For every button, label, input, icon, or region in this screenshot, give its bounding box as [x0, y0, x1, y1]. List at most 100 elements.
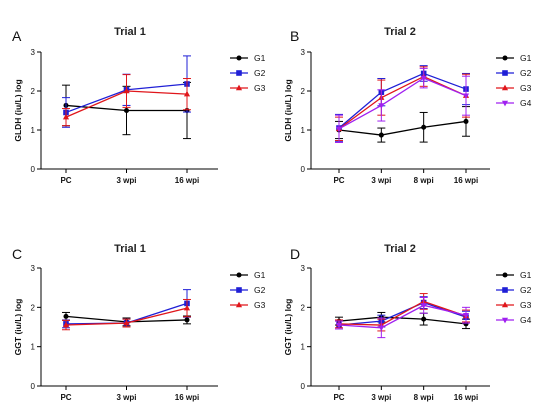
- series-line: [338, 316, 467, 325]
- y-tick-label: 1: [301, 126, 306, 135]
- marker-circle: [502, 55, 508, 61]
- legend-label: G2: [520, 285, 532, 295]
- series-line: [338, 75, 467, 130]
- x-tick-label: 3 wpi: [116, 393, 136, 402]
- legend-label: G1: [520, 53, 532, 63]
- marker-triangle: [62, 113, 70, 120]
- marker-triangle: [183, 90, 191, 97]
- marker-square: [502, 287, 508, 293]
- chart-panel-C: C Trial 1 0 1 2 3 PC 3 wpi 16 wpi GGT (iu/L) log G…: [12, 243, 266, 402]
- panel-letter: D: [290, 246, 300, 262]
- legend-item-G2: G2: [496, 68, 532, 78]
- marker-triangle-down: [462, 93, 470, 100]
- series-G3: [62, 298, 191, 331]
- legend-label: G3: [254, 300, 266, 310]
- marker-circle: [236, 272, 242, 278]
- marker-triangle: [123, 319, 130, 326]
- legend-label: G1: [254, 53, 266, 63]
- marker-circle: [184, 317, 190, 323]
- x-tick-label: 8 wpi: [414, 176, 434, 185]
- marker-circle: [236, 55, 242, 61]
- marker-square: [236, 70, 242, 76]
- y-tick-label: 2: [31, 87, 36, 96]
- marker-triangle: [183, 304, 191, 311]
- legend-label: G1: [254, 270, 266, 280]
- x-tick-label: 3 wpi: [371, 393, 391, 402]
- series-line: [338, 304, 467, 329]
- y-tick-label: 0: [301, 165, 306, 174]
- series-G2: [335, 65, 470, 143]
- y-tick-label: 1: [31, 126, 36, 135]
- legend-label: G3: [520, 300, 532, 310]
- y-tick-label: 0: [31, 382, 36, 391]
- x-tick-label: PC: [60, 393, 71, 402]
- marker-triangle-down: [335, 126, 343, 133]
- panel-letter: A: [12, 28, 22, 44]
- marker-triangle-down: [420, 303, 427, 309]
- legend-item-G1: G1: [496, 270, 532, 280]
- legend-item-G3: G3: [230, 300, 266, 310]
- panel-letter: C: [12, 246, 22, 262]
- legend-item-G4: G4: [496, 98, 532, 108]
- x-tick-label: PC: [60, 176, 71, 185]
- x-tick-label: 16 wpi: [175, 176, 199, 185]
- y-tick-label: 3: [301, 48, 306, 57]
- legend-item-G1: G1: [230, 53, 266, 63]
- y-tick-label: 1: [31, 343, 36, 352]
- y-tick-label: 3: [31, 48, 36, 57]
- marker-triangle-down: [378, 325, 385, 332]
- legend-item-G3: G3: [230, 83, 266, 93]
- legend-label: G2: [254, 68, 266, 78]
- y-tick-label: 0: [301, 382, 306, 391]
- legend-label: G3: [254, 83, 266, 93]
- marker-triangle: [235, 84, 243, 91]
- series-line: [338, 72, 467, 129]
- y-tick-label: 2: [301, 303, 306, 312]
- legend-item-G4: G4: [496, 315, 532, 325]
- legend-item-G3: G3: [496, 300, 532, 310]
- marker-circle: [63, 313, 69, 319]
- marker-circle: [502, 272, 508, 278]
- marker-circle: [378, 132, 384, 138]
- x-tick-label: PC: [333, 176, 344, 185]
- x-tick-label: 3 wpi: [371, 176, 391, 185]
- y-tick-label: 3: [301, 264, 306, 273]
- x-tick-label: 16 wpi: [175, 393, 199, 402]
- x-tick-label: 3 wpi: [116, 176, 136, 185]
- series-G4: [335, 67, 470, 143]
- chart-title: Trial 1: [114, 26, 146, 38]
- chart-title: Trial 2: [384, 26, 416, 38]
- legend-item-G2: G2: [230, 68, 266, 78]
- legend-item-G1: G1: [496, 53, 532, 63]
- series-G3: [62, 74, 191, 127]
- marker-circle: [123, 107, 130, 114]
- y-axis-label: GLDH (iu/L) log: [283, 79, 293, 141]
- series-line: [338, 120, 467, 136]
- marker-circle: [421, 124, 427, 130]
- legend-label: G1: [520, 270, 532, 280]
- chart-title: Trial 1: [114, 243, 146, 255]
- legend-item-G2: G2: [230, 285, 266, 295]
- panel-letter: B: [290, 28, 299, 44]
- x-tick-label: 16 wpi: [454, 393, 478, 402]
- y-tick-label: 1: [301, 343, 306, 352]
- marker-triangle-down: [335, 322, 343, 329]
- series-G4: [335, 297, 470, 339]
- y-axis-label: GGT (iu/L) log: [13, 299, 23, 356]
- marker-triangle: [123, 87, 130, 94]
- marker-triangle: [501, 301, 509, 308]
- x-tick-label: 16 wpi: [454, 176, 478, 185]
- chart-title: Trial 2: [384, 243, 416, 255]
- chart-panel-A: A Trial 1 0 1 2 3 PC 3 wpi 16 wpi GLDH (iu/L) log…: [12, 26, 266, 185]
- marker-triangle-down: [501, 100, 509, 107]
- marker-triangle: [501, 84, 509, 91]
- legend-label: G4: [520, 315, 532, 325]
- marker-square: [236, 287, 242, 293]
- series-line: [338, 300, 467, 326]
- y-tick-label: 0: [31, 165, 36, 174]
- y-tick-label: 2: [301, 87, 306, 96]
- y-axis-label: GLDH (iu/L) log: [13, 79, 23, 141]
- legend-item-G1: G1: [230, 270, 266, 280]
- marker-triangle-down: [420, 75, 427, 82]
